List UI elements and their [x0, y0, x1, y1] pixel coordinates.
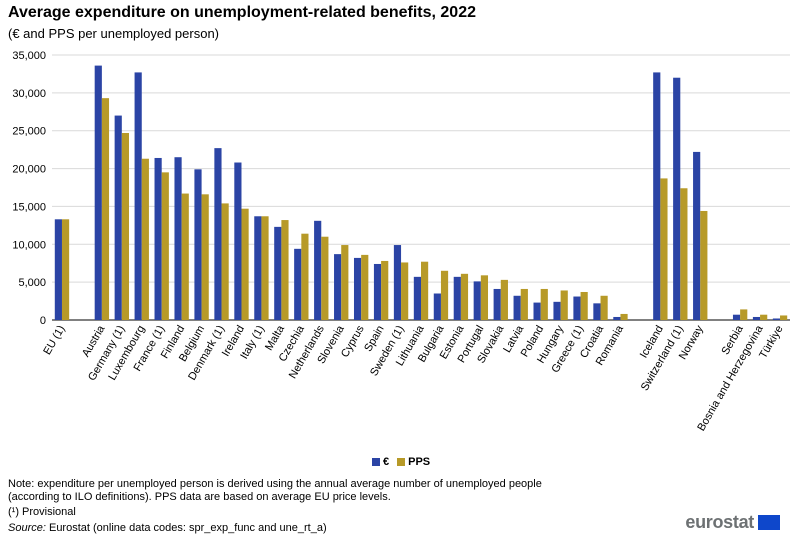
chart-subtitle: (€ and PPS per unemployed person): [8, 26, 220, 41]
source-note: Source: Eurostat (online data codes: spr…: [8, 522, 327, 534]
bar-euro: [673, 77, 681, 320]
bar-euro: [513, 295, 521, 320]
legend-item-euro: €: [372, 456, 389, 468]
chart-title: Average expenditure on unemployment-rela…: [8, 4, 476, 21]
bar-euro: [593, 303, 601, 320]
bar-euro: [214, 148, 222, 320]
bar-pps: [401, 262, 409, 320]
bar-pps: [61, 219, 70, 320]
bar-euro: [413, 276, 421, 320]
bar-euro: [493, 288, 501, 320]
bar-pps: [680, 188, 688, 320]
bar-pps: [660, 178, 668, 320]
y-tick-label: 35,000: [12, 50, 46, 62]
bar-pps: [221, 203, 229, 320]
bar-pps: [480, 275, 489, 320]
legend-swatch-euro: [372, 458, 380, 466]
bar-pps: [600, 295, 608, 320]
bar-euro: [94, 65, 102, 320]
bar-pps: [181, 193, 189, 320]
bar-euro: [294, 248, 302, 320]
y-tick-label: 10,000: [12, 239, 46, 251]
bar-euro: [772, 318, 781, 320]
bar-euro: [433, 293, 441, 320]
bar-pps: [580, 291, 588, 320]
bar-euro: [732, 314, 741, 320]
bar-euro: [693, 151, 701, 320]
chart-legend: € PPS: [372, 456, 438, 468]
bar-euro: [274, 226, 282, 320]
bar-pps: [121, 132, 129, 320]
note-line-2: (according to ILO definitions). PPS data…: [8, 491, 391, 503]
bar-euro: [154, 157, 162, 320]
bar-euro: [573, 296, 581, 320]
bar-euro: [353, 257, 362, 320]
logo-text: eurostat: [685, 512, 754, 532]
legend-item-pps: PPS: [397, 456, 430, 468]
y-tick-label: 5,000: [18, 277, 46, 289]
bar-euro: [174, 157, 182, 320]
bar-euro: [473, 281, 481, 320]
legend-swatch-pps: [397, 458, 406, 466]
legend-label-euro: €: [383, 456, 390, 468]
bar-pps: [540, 288, 548, 320]
bar-euro: [314, 220, 322, 320]
eurostat-logo: eurostat: [685, 512, 780, 533]
bar-pps: [500, 279, 508, 320]
bar-pps: [460, 273, 469, 320]
bar-euro: [393, 245, 402, 320]
bar-pps: [361, 254, 369, 320]
y-tick-label: 0: [40, 315, 46, 327]
legend-label-pps: PPS: [408, 456, 431, 468]
note-line-1: Note: expenditure per unemployed person …: [8, 478, 542, 490]
bar-euro: [533, 302, 541, 320]
y-tick-label: 15,000: [12, 201, 46, 213]
bar-euro: [54, 219, 62, 320]
bar-pps: [560, 290, 568, 320]
bar-euro: [254, 216, 262, 320]
y-tick-label: 25,000: [12, 126, 46, 138]
y-tick-label: 20,000: [12, 164, 46, 176]
bar-pps: [141, 158, 149, 320]
provisional-footnote: (¹) Provisional: [8, 506, 76, 518]
bar-pps: [261, 216, 269, 320]
bar-euro: [194, 169, 202, 320]
x-tick-label: EU (1): [41, 324, 67, 358]
y-tick-label: 30,000: [12, 88, 46, 100]
bar-pps: [440, 270, 449, 320]
bar-pps: [740, 309, 748, 320]
bar-pps: [700, 210, 708, 320]
bar-chart: 0 5,000 10,000 15,000 20,000 25,000 30,000 35,0…: [12, 50, 790, 433]
bar-pps: [421, 261, 429, 320]
eu-flag-icon: [758, 515, 780, 530]
bar-euro: [453, 276, 461, 320]
bar-pps: [780, 315, 788, 320]
bar-pps: [161, 172, 169, 320]
bar-pps: [301, 233, 309, 320]
source-text: Eurostat (online data codes: spr_exp_fun…: [45, 522, 327, 534]
bar-pps: [241, 208, 249, 320]
bar-euro: [334, 254, 342, 320]
bar-pps: [520, 288, 528, 320]
bar-pps: [101, 98, 110, 321]
bar-euro: [653, 72, 661, 321]
bar-euro: [114, 115, 122, 320]
bar-euro: [134, 72, 142, 321]
bar-pps: [341, 245, 349, 320]
source-label: Source:: [8, 522, 46, 534]
chart-note: Note: expenditure per unemployed person …: [8, 478, 608, 504]
bar-euro: [752, 316, 761, 320]
bar-euro: [234, 162, 242, 320]
bar-pps: [760, 314, 768, 320]
bar-pps: [381, 260, 389, 320]
bar-pps: [201, 194, 209, 320]
bar-pps: [281, 220, 289, 320]
bar-euro: [373, 263, 382, 320]
bar-pps: [620, 313, 628, 320]
bar-pps: [321, 236, 329, 320]
bar-euro: [613, 316, 621, 320]
bar-euro: [553, 301, 561, 320]
